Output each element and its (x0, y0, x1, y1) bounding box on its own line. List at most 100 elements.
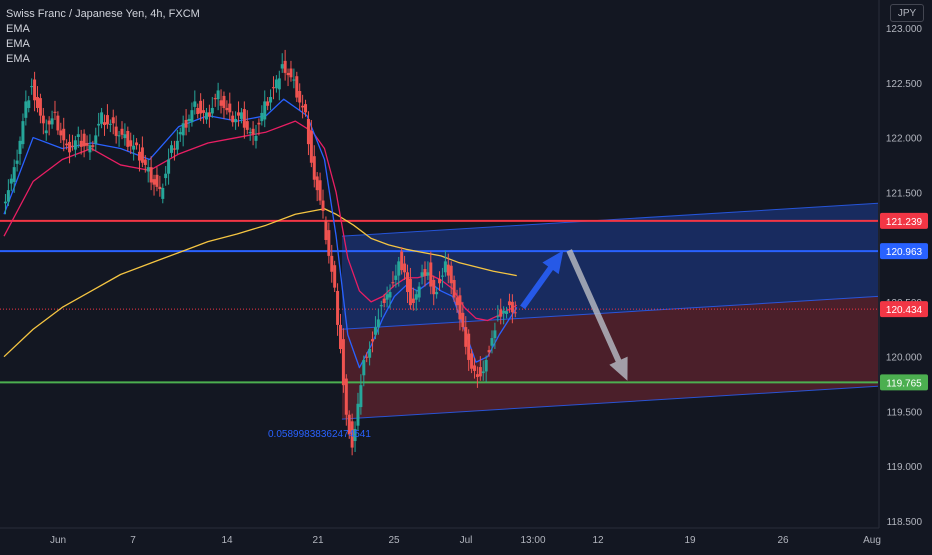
candle-body (405, 272, 409, 293)
currency-badge[interactable]: JPY (890, 4, 924, 22)
candle-body (251, 128, 255, 135)
candle-body (286, 72, 290, 76)
candle-body (271, 87, 275, 89)
candle-body (44, 130, 48, 134)
candle-body (140, 147, 144, 163)
candle-body (190, 110, 194, 123)
candle-body (283, 60, 287, 73)
candle-body (175, 140, 179, 150)
candle-body (344, 378, 348, 415)
candle-body (210, 107, 214, 114)
indicator-ema-2[interactable]: EMA (6, 38, 30, 50)
candle-body (79, 140, 83, 147)
candle-body (126, 130, 130, 147)
symbol-title[interactable]: Swiss Franc / Japanese Yen, 4h, FXCM (6, 8, 200, 20)
candle-body (152, 179, 156, 185)
x-tick-label: Aug (863, 535, 881, 546)
candle-body (170, 145, 174, 153)
candle-body (315, 176, 319, 191)
candle-body (507, 301, 511, 306)
candle-body (15, 160, 19, 164)
candle-body (94, 135, 98, 144)
x-tick-label: 19 (684, 535, 696, 546)
candle-body (493, 330, 497, 339)
candle-body (103, 122, 107, 125)
candle-body (36, 97, 40, 108)
candle-body (420, 272, 424, 277)
candle-body (91, 145, 95, 147)
candle-body (417, 286, 421, 298)
candle-body (510, 301, 514, 313)
candle-body (295, 76, 299, 98)
indicator-ema-3[interactable]: EMA (6, 53, 30, 65)
candle-body (155, 174, 159, 187)
x-tick-label: Jul (460, 535, 473, 546)
candle-body (359, 385, 363, 408)
candle-body (3, 201, 7, 204)
y-tick-label: 119.000 (887, 462, 923, 473)
candle-body (137, 151, 141, 161)
candle-body (391, 282, 395, 284)
candle-body (56, 115, 60, 131)
candle-body (298, 90, 302, 103)
y-tick-label: 123.000 (886, 24, 923, 35)
candle-body (505, 311, 509, 314)
candle-body (41, 115, 45, 124)
candle-body (309, 130, 313, 163)
candle-body (193, 101, 197, 107)
candle-body (371, 339, 375, 342)
candle-body (304, 104, 308, 113)
candle-body (397, 261, 401, 276)
candle-body (473, 365, 477, 371)
candle-body (274, 79, 278, 89)
channel-upper-line (341, 202, 879, 237)
candle-body (129, 140, 133, 147)
y-tick-label: 120.000 (886, 353, 923, 364)
candle-body (277, 78, 281, 90)
candle-body (487, 350, 491, 353)
candle-body (330, 255, 334, 272)
candle-body (204, 112, 208, 120)
x-tick-label: 13:00 (520, 535, 545, 546)
candle-body (373, 327, 377, 335)
candle-body (70, 145, 74, 147)
candle-body (97, 123, 101, 126)
candle-body (470, 353, 474, 369)
candle-body (414, 294, 418, 300)
candle-body (68, 141, 72, 153)
candle-body (202, 110, 206, 113)
candle-body (327, 230, 331, 256)
candle-body (18, 140, 22, 154)
indicator-ema-1[interactable]: EMA (6, 23, 30, 35)
candle-body (266, 101, 270, 106)
candle-body (257, 122, 261, 125)
candle-body (312, 156, 316, 180)
candle-body (199, 100, 203, 114)
x-tick-label: 14 (221, 535, 233, 546)
candle-body (196, 107, 200, 115)
candle-body (478, 367, 482, 377)
level-badge-label: 120.434 (886, 305, 923, 316)
candle-body (353, 428, 357, 442)
candle-body (178, 132, 182, 135)
candle-body (403, 263, 407, 273)
candle-body (306, 118, 310, 145)
level-badge-1 (880, 243, 928, 260)
chart-legend: Swiss Franc / Japanese Yen, 4h, FXCM EMA… (6, 7, 200, 67)
candle-body (234, 118, 238, 123)
y-tick-label: 121.500 (886, 188, 923, 199)
candle-body (231, 115, 235, 123)
candle-body (408, 278, 412, 306)
candle-body (449, 265, 453, 284)
candle-body (438, 278, 442, 284)
candle-body (490, 338, 494, 346)
candle-body (239, 112, 243, 119)
candle-body (164, 173, 168, 179)
candle-body (219, 100, 223, 106)
arrow-up-annotation (520, 250, 564, 310)
y-tick-label: 122.000 (886, 134, 923, 145)
candle-body (184, 120, 188, 128)
candle-body (365, 356, 369, 358)
